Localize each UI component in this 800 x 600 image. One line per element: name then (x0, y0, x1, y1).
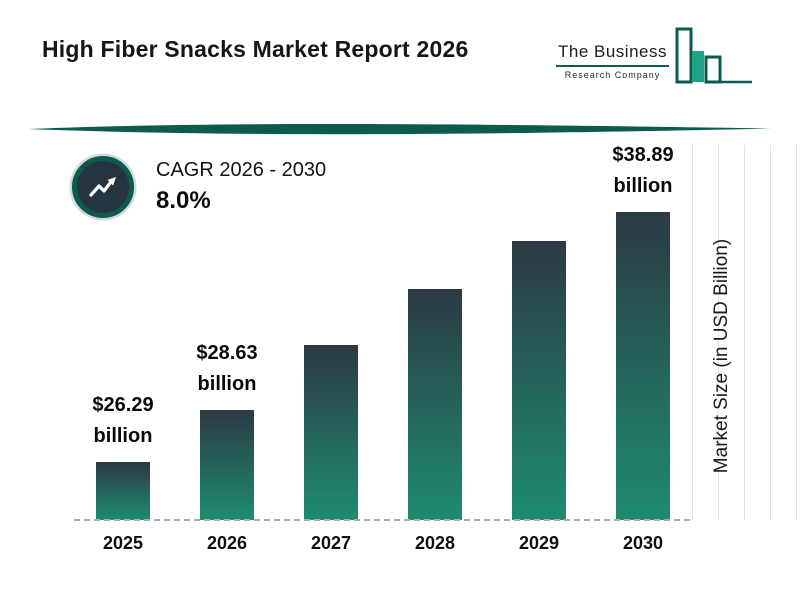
cagr-value: 8.0% (156, 187, 211, 214)
x-tick-2028: 2028 (414, 533, 456, 553)
value-unit: billion (197, 373, 257, 395)
gridline (744, 145, 745, 520)
value-amount: $38.89 (612, 144, 674, 166)
bar-2028 (408, 289, 462, 520)
x-tick-2025: 2025 (102, 533, 144, 553)
x-tick-2027: 2027 (310, 533, 352, 553)
logo-subtitle: Research Company (564, 70, 661, 80)
value-amount: $28.63 (196, 342, 258, 364)
cagr-text: CAGR 2026 - 2030 8.0% (156, 159, 326, 215)
x-tick-2030: 2030 (622, 533, 664, 553)
divider (28, 124, 772, 135)
bar-2025 (96, 462, 150, 520)
gridline (718, 145, 719, 520)
x-tick-2026: 2026 (206, 533, 248, 553)
x-tick-2029: 2029 (518, 533, 560, 553)
bar-chart: 2025 $26.29 billion 2026 $28.63 billion 2027 20… (75, 144, 690, 553)
bar-2030 (616, 212, 670, 520)
bar-2026 (200, 410, 254, 520)
logo-text: The Business Research Company (556, 42, 669, 88)
y-axis-label: Market Size (in USD Billion) (711, 238, 732, 474)
gridline (692, 145, 693, 520)
logo-bar-chart-icon (675, 27, 752, 84)
gridline (770, 145, 771, 520)
bar-2027 (304, 345, 358, 520)
value-amount: $26.29 (92, 394, 154, 416)
page-title: High Fiber Snacks Market Report 2026 (42, 36, 469, 62)
cagr-badge: CAGR 2026 - 2030 8.0% (72, 156, 326, 218)
bar-2029 (512, 241, 566, 520)
value-unit: billion (613, 175, 673, 197)
value-label-2025: $26.29 billion (48, 390, 198, 452)
value-unit: billion (93, 425, 153, 447)
value-label-2026: $28.63 billion (152, 338, 302, 400)
logo-name: The Business (556, 42, 669, 67)
trend-up-icon (72, 156, 134, 218)
company-logo: The Business Research Company (556, 26, 754, 88)
cagr-label: CAGR 2026 - 2030 (156, 159, 327, 181)
gridline (796, 145, 797, 520)
value-label-2030: $38.89 billion (568, 140, 718, 202)
chart-baseline (74, 519, 690, 521)
